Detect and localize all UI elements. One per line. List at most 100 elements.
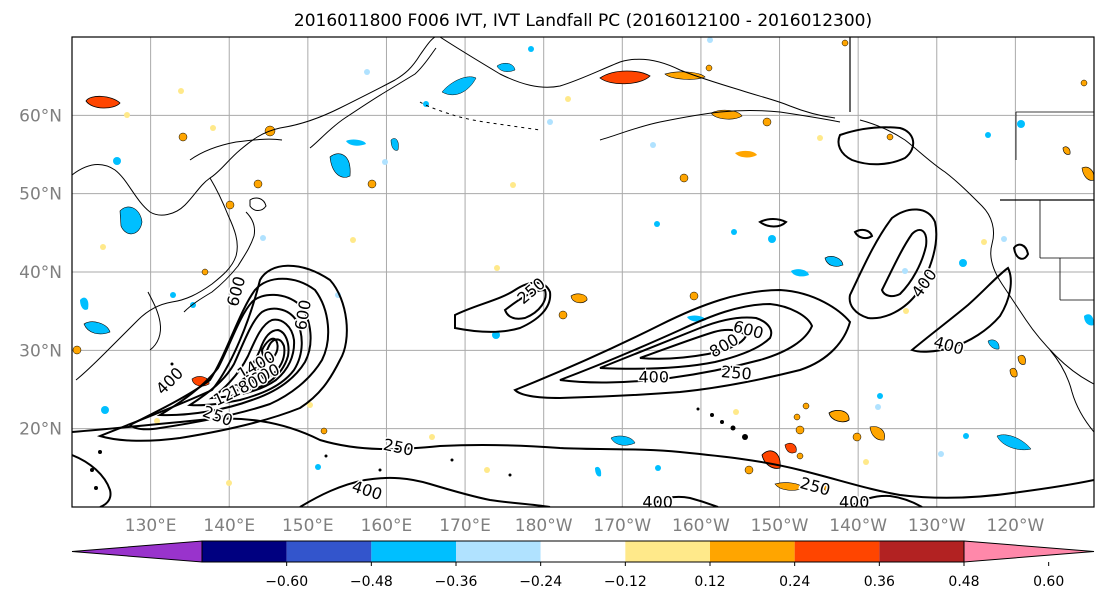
ivt-contour-250 <box>837 126 915 166</box>
colorbar-tick-label: 0.36 <box>864 574 895 590</box>
lon-tick-label: 150°W <box>751 516 809 536</box>
pc-patch-positive <box>869 426 885 441</box>
ivt-contour-250 <box>910 266 1012 353</box>
coast-hawaii <box>696 407 748 440</box>
pc-patch-negative <box>390 138 399 151</box>
pc-patch-negative <box>791 269 809 277</box>
ivt-contour-800 <box>639 328 748 360</box>
lon-tick-label: 180°W <box>515 516 573 536</box>
colorbar-bin <box>710 541 795 562</box>
pc-patches-faint <box>100 88 987 486</box>
border-states <box>1015 111 1094 301</box>
pc-patch-negative <box>595 466 602 477</box>
colorbar-bin <box>540 541 626 562</box>
pc-patch-negative <box>441 76 477 96</box>
ivt-contours <box>72 126 1094 507</box>
pc-patch-negative <box>83 321 111 335</box>
ivt-contour-250 <box>513 288 852 400</box>
pc-patch-positive <box>784 442 797 454</box>
pc-patch-positive <box>774 482 804 491</box>
colorbar-outline <box>201 540 965 563</box>
coast-hokkaido <box>249 197 267 211</box>
lon-tick-label: 130°E <box>125 516 177 536</box>
coast-korea <box>147 291 161 351</box>
figure-title: 2016011800 F006 IVT, IVT Landfall PC (20… <box>294 11 872 31</box>
ivt-contour-400 <box>299 476 551 507</box>
coast-na <box>859 119 1094 385</box>
pc-patch-positive <box>570 293 588 304</box>
pc-patch-positive <box>1062 146 1071 155</box>
pc-patches-small <box>72 39 1088 492</box>
coastlines <box>72 37 1094 490</box>
ivt-contour-1600 <box>260 337 279 362</box>
colorbar-tick-label: −0.24 <box>519 574 562 590</box>
lat-tick-label: 50°N <box>19 185 62 205</box>
ivt-contour-250 <box>503 288 547 320</box>
lon-tick-label: 140°W <box>829 516 887 536</box>
coast-japan <box>183 211 255 313</box>
coast-alaska <box>439 37 836 119</box>
pc-patch-negative <box>346 139 366 146</box>
lon-tick-label: 140°E <box>203 516 255 536</box>
lat-tick-label: 20°N <box>19 420 62 440</box>
lat-tick-label: 40°N <box>19 263 62 283</box>
lon-tick-label: 160°E <box>361 516 413 536</box>
colorbar-bin <box>625 541 710 562</box>
coast-alaska-south <box>599 110 841 141</box>
pc-patch-negative <box>119 206 143 235</box>
pc-patch-positive <box>1009 367 1018 378</box>
pc-patch-positive <box>664 71 706 80</box>
map-panel: 2502504006006001200140016001800600800400… <box>19 36 1095 536</box>
colorbar-tick-label: 0.12 <box>694 574 725 590</box>
pc-patch-negative <box>80 297 89 310</box>
ivt-contour-250 <box>72 417 1094 499</box>
colorbar-extend-max <box>963 540 1095 563</box>
coast-baja <box>1049 349 1094 433</box>
pc-patch-negative <box>1084 314 1094 326</box>
pc-patch-positive <box>828 409 850 423</box>
pc-patch-positive <box>1017 354 1026 365</box>
ivt-contour-1200 <box>229 328 290 392</box>
ivt-contour-250 <box>848 208 938 320</box>
lon-tick-label: 130°W <box>908 516 966 536</box>
coast-islands <box>90 362 512 490</box>
contour-label: 400 <box>638 367 669 386</box>
coast-asia <box>72 37 436 216</box>
ivt-contour-250 <box>454 281 552 333</box>
lon-tick-label: 150°E <box>282 516 334 536</box>
colorbar-tick-label: −0.48 <box>350 574 393 590</box>
pc-patch-negative <box>496 62 516 72</box>
ivt-contour-250 <box>758 218 788 228</box>
pc-patch-negative <box>329 153 351 178</box>
lon-tick-label: 170°E <box>439 516 491 536</box>
graticule <box>72 37 1094 507</box>
ivt-contour-400 <box>559 302 814 384</box>
colorbar-bin <box>794 541 880 562</box>
colorbar-tick-label: 0.24 <box>779 574 810 590</box>
colorbar-tick-label: −0.60 <box>265 574 308 590</box>
pc-patch-negative <box>987 339 1000 350</box>
pc-patch-negative <box>610 435 636 446</box>
ivt-contour-400 <box>849 494 923 507</box>
colorbar-tick-label: −0.12 <box>604 574 647 590</box>
colorbar-bin <box>879 541 964 562</box>
pc-patches-negative-small <box>101 46 1025 471</box>
ivt-contour-600 <box>599 316 773 370</box>
colorbar-tick-label: 0.48 <box>948 574 979 590</box>
lat-tick-label: 60°N <box>19 106 62 126</box>
colorbar-tick-label: 0.60 <box>1033 574 1064 590</box>
lat-tick-label: 30°N <box>19 341 62 361</box>
coast-kamchatka <box>309 47 437 149</box>
ivt-contour-400 <box>649 495 719 507</box>
contour-label: 400 <box>642 493 673 512</box>
ivt-contour-250 <box>1012 243 1030 260</box>
ivt-contour-1000 <box>208 318 296 400</box>
colorbar-bin <box>286 541 372 562</box>
longitude-ticks: 130°E 140°E 150°E 160°E 170°E 180°W 170°W 160°W… <box>125 516 1045 536</box>
contour-label: 250 <box>720 362 752 384</box>
pc-patch-negative <box>824 256 844 267</box>
coast-asia-inner <box>75 177 238 381</box>
contour-label: 400 <box>839 493 870 512</box>
pc-patch-positive <box>735 150 757 158</box>
colorbar-bin <box>456 541 541 562</box>
